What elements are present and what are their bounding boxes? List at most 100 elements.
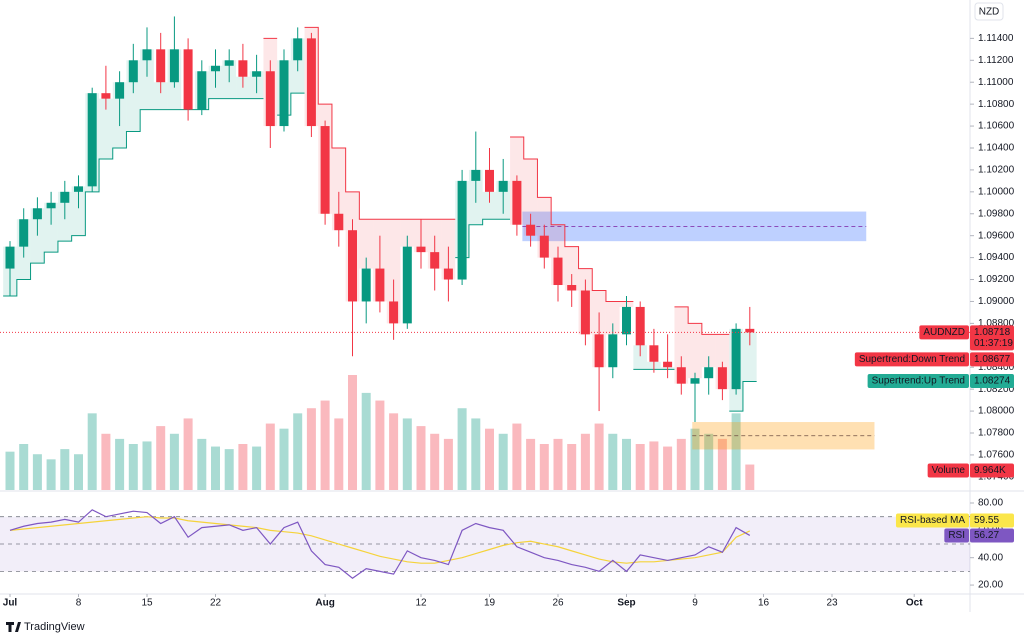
price-tick-label: 1.09800 xyxy=(978,208,1015,219)
candle-body xyxy=(74,186,83,192)
tag-value: 1.08274 xyxy=(974,376,1011,387)
volume-bar xyxy=(211,446,220,490)
volume-bar xyxy=(485,428,494,490)
volume-bar xyxy=(663,446,673,490)
volume-bar xyxy=(512,423,522,490)
candle-body xyxy=(635,306,645,346)
candle-body xyxy=(128,60,138,83)
candle-body xyxy=(19,219,29,247)
volume-bar xyxy=(553,438,563,490)
tag-value: 1.08718 xyxy=(974,327,1011,338)
candle-body xyxy=(320,126,330,214)
candle-body xyxy=(608,334,618,368)
candle-body xyxy=(375,268,385,302)
volume-bar xyxy=(731,413,741,490)
volume-bar xyxy=(19,444,29,490)
candle-body xyxy=(183,49,193,110)
value-tag: Supertrend:Up Trend 1.08274 xyxy=(867,374,1014,389)
candle-body xyxy=(416,246,426,253)
volume-bar xyxy=(197,438,207,490)
price-tick-label: 1.09000 xyxy=(978,296,1015,307)
trend-fill xyxy=(44,202,58,253)
candle-body xyxy=(717,367,727,390)
volume-bar xyxy=(594,423,604,490)
candle-body xyxy=(498,180,508,192)
trend-fill xyxy=(523,158,538,236)
volume-bar xyxy=(635,444,645,490)
trend-fill xyxy=(564,246,579,291)
currency-button[interactable] xyxy=(974,2,1004,21)
volume-bar xyxy=(430,433,440,490)
volume-bar xyxy=(608,433,618,490)
volume-bar xyxy=(690,428,700,490)
volume-bar xyxy=(32,454,42,490)
candle-body xyxy=(334,213,344,231)
candle-body xyxy=(690,378,700,384)
volume-bar xyxy=(402,418,412,490)
time-tick-label: Oct xyxy=(906,598,923,609)
rsi-ma-line xyxy=(9,516,751,564)
tag-name: Volume xyxy=(932,465,966,476)
tag-name: Supertrend:Up Trend xyxy=(872,376,965,387)
candle-body xyxy=(402,246,412,324)
candle-body xyxy=(594,334,604,368)
candle-body xyxy=(169,49,179,83)
candle-body xyxy=(676,367,686,384)
candle-body xyxy=(745,328,755,333)
tag-name-box xyxy=(867,374,969,389)
tag-countdown: 01:37:19 xyxy=(974,338,1013,349)
candle-body xyxy=(197,71,207,110)
candle-body xyxy=(649,345,659,362)
candle-body xyxy=(663,361,673,368)
tag-value-box xyxy=(970,352,1014,367)
candle-body xyxy=(471,169,481,181)
rsi-tick-label: 40.00 xyxy=(978,552,1003,563)
trend-fill xyxy=(688,323,702,379)
volume-bar xyxy=(443,438,453,490)
tag-value-box xyxy=(970,528,1014,543)
time-tick-label: 8 xyxy=(76,598,82,609)
volume-bar xyxy=(265,423,275,490)
trend-fill xyxy=(359,219,374,269)
trend-fill xyxy=(605,301,620,335)
time-tick-label: 15 xyxy=(141,598,153,609)
time-tick-label: Aug xyxy=(315,598,334,609)
volume-bar xyxy=(87,413,97,490)
candle-body xyxy=(361,268,371,302)
logo-mark xyxy=(6,622,21,632)
trend-fill xyxy=(99,98,113,159)
trend-fill xyxy=(633,345,648,370)
trend-fill xyxy=(71,186,86,236)
volume-bar xyxy=(416,426,426,490)
volume-bar xyxy=(676,438,686,490)
trend-fill xyxy=(153,82,168,110)
rsi-tick-label: 20.00 xyxy=(978,580,1003,591)
tag-name: AUDNZD xyxy=(923,327,965,338)
volume-bar xyxy=(183,418,193,490)
candle-body xyxy=(485,169,494,192)
volume-bar xyxy=(238,444,248,490)
tag-name: Supertrend:Down Trend xyxy=(859,354,965,365)
volume-bar xyxy=(169,433,179,490)
tag-value-box xyxy=(970,463,1014,478)
time-tick-label: Sep xyxy=(617,598,635,609)
candle-body xyxy=(101,93,111,99)
candle-body xyxy=(156,49,166,83)
volume-bar xyxy=(142,441,152,490)
volume-bar xyxy=(649,441,659,490)
price-tick-label: 1.11000 xyxy=(978,77,1014,88)
volume-bar xyxy=(457,408,467,490)
tag-name-box xyxy=(854,352,969,367)
candle-body xyxy=(293,38,303,61)
volume-bar xyxy=(375,400,385,490)
candle-body xyxy=(580,290,590,335)
price-tick-label: 1.09400 xyxy=(978,252,1015,263)
candle-body xyxy=(731,328,741,390)
volume-bar xyxy=(101,433,111,490)
candle-body xyxy=(279,60,289,127)
volume-bar xyxy=(5,451,15,490)
tag-value: 56.27 xyxy=(974,530,999,541)
supertrend-line xyxy=(3,92,757,412)
candle-body xyxy=(457,180,467,280)
